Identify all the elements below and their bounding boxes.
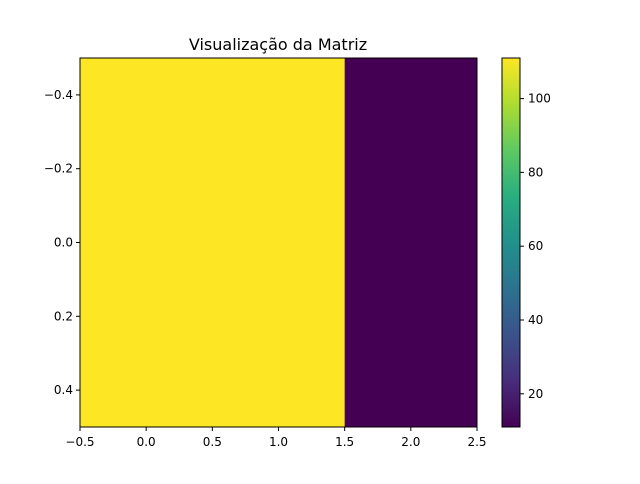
colorbar-gradient <box>501 57 521 428</box>
heatmap-cell <box>80 58 213 427</box>
x-axis: −0.5 0.0 0.5 1.0 1.5 2.0 2.5 <box>65 427 487 449</box>
colorbar-axis: 20 40 60 80 100 <box>520 92 551 401</box>
colorbar-tick-label: 60 <box>528 239 543 253</box>
x-tick-label: 1.5 <box>335 435 354 449</box>
y-tick-label: 0.4 <box>54 383 73 397</box>
heatmap-cell <box>212 58 346 427</box>
colorbar-tick-label: 100 <box>528 92 551 106</box>
x-tick-label: 2.0 <box>401 435 420 449</box>
x-tick-label: 0.5 <box>203 435 222 449</box>
x-tick-label: 0.0 <box>137 435 156 449</box>
y-tick-label: 0.2 <box>54 309 73 323</box>
colorbar-tick-label: 20 <box>528 387 543 401</box>
y-axis: −0.4 −0.2 0.0 0.2 0.4 <box>44 88 80 397</box>
x-tick-label: 1.0 <box>269 435 288 449</box>
chart-title: Visualização da Matriz <box>189 35 367 54</box>
colorbar <box>501 57 521 428</box>
heatmap-cells <box>80 58 478 427</box>
x-tick-label: −0.5 <box>65 435 94 449</box>
colorbar-tick-label: 40 <box>528 313 543 327</box>
y-tick-label: −0.4 <box>44 88 73 102</box>
y-tick-label: 0.0 <box>54 236 73 250</box>
x-tick-label: 2.5 <box>467 435 486 449</box>
heatmap-cell <box>344 58 478 427</box>
colorbar-tick-label: 80 <box>528 165 543 179</box>
y-tick-label: −0.2 <box>44 162 73 176</box>
